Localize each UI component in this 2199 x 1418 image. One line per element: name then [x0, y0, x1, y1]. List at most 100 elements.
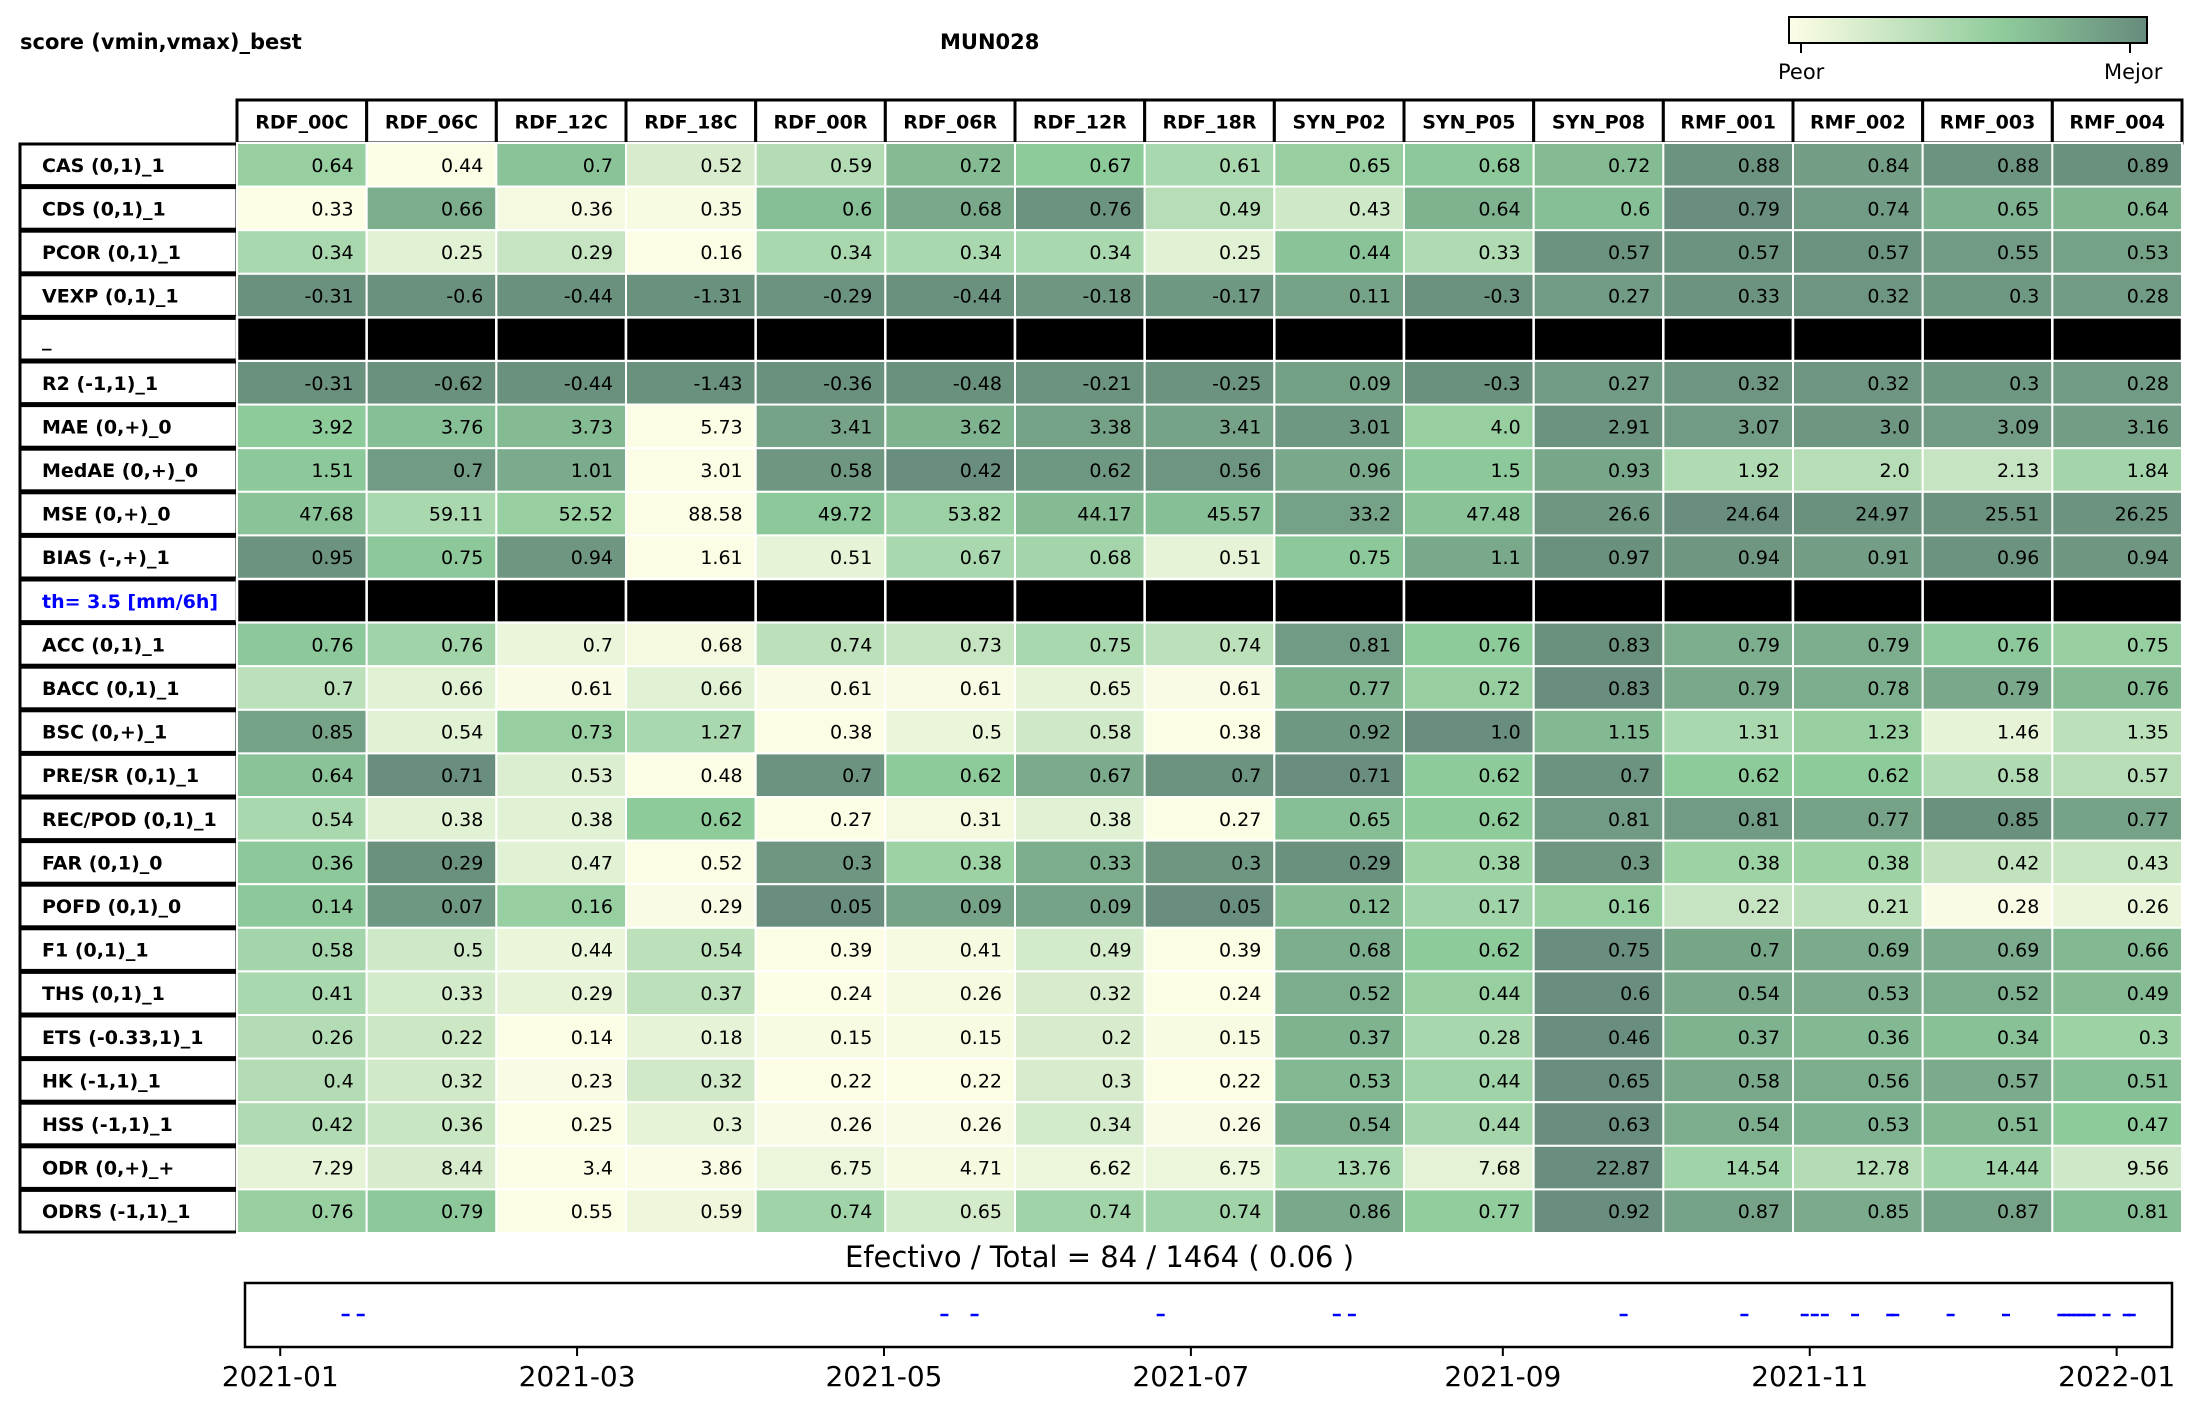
cell-value: 0.21 — [1867, 896, 1909, 918]
cell-value: 0.49 — [1089, 940, 1131, 962]
cell-value: 1.92 — [1738, 460, 1780, 482]
heatmap-cell — [625, 534, 757, 581]
heatmap-cell — [2051, 490, 2183, 537]
cell-value: 4.0 — [1490, 416, 1520, 438]
heatmap-canvas: RDF_00C RDF_06C RDF_12C RDF_18C RDF_00R RDF_0… — [18, 98, 2184, 1235]
cell-value: 0.81 — [1349, 634, 1391, 656]
heatmap-cell — [236, 447, 368, 493]
heatmap-cell — [884, 665, 1016, 711]
cell-value: 0.57 — [1738, 242, 1780, 264]
cell-value: 0.75 — [1089, 634, 1131, 656]
row-label-box — [18, 622, 239, 667]
heatmap-cell — [2051, 272, 2183, 319]
heatmap-cell — [236, 1188, 368, 1235]
separator-cell — [1532, 577, 1665, 624]
heatmap-cell — [754, 360, 887, 406]
column-header-rdf_18c: RDF_18C — [644, 112, 737, 134]
heatmap-cell — [2051, 1188, 2183, 1235]
heatmap-cell — [1014, 1144, 1146, 1191]
cell-value: 0.09 — [1349, 373, 1391, 395]
cell-value: 0.24 — [830, 983, 872, 1005]
heatmap-cell — [2051, 796, 2183, 842]
cell-value: 0.78 — [1867, 678, 1909, 700]
heatmap-cell — [1532, 185, 1665, 232]
heatmap-cell — [495, 665, 628, 711]
cell-value: 3.09 — [1997, 416, 2039, 438]
cell-value: 0.34 — [311, 242, 353, 264]
heatmap-cell — [1014, 1188, 1146, 1235]
heatmap-cell — [365, 970, 498, 1017]
cell-value: 0.07 — [441, 896, 483, 918]
heatmap-cell — [1921, 272, 2054, 319]
cell-value: 0.74 — [1089, 1201, 1131, 1223]
cell-value: 6.75 — [830, 1158, 872, 1180]
heatmap-cell — [2051, 360, 2183, 406]
cell-value: 0.32 — [700, 1070, 742, 1092]
cell-value: 0.09 — [1089, 896, 1131, 918]
row-label-box — [18, 142, 239, 188]
separator-cell — [1402, 577, 1535, 624]
heatmap-cell — [884, 708, 1016, 755]
heatmap-cell — [754, 621, 887, 668]
heatmap-cell — [2051, 883, 2183, 929]
cell-value: 0.53 — [1867, 1114, 1909, 1136]
heatmap-cell — [1143, 403, 1276, 450]
heatmap-cell — [1143, 970, 1276, 1017]
section-label: th= 3.5 [mm/6h] — [42, 591, 218, 613]
cell-value: 0.3 — [712, 1114, 742, 1136]
effective-total-summary: Efectivo / Total = 84 / 1464 ( 0.06 ) — [844, 1240, 1355, 1274]
cell-value: 0.76 — [311, 634, 353, 656]
row-label-box — [18, 665, 239, 711]
cell-value: 0.64 — [311, 155, 353, 177]
cell-value: 7.68 — [1478, 1158, 1520, 1180]
heatmap-cell — [1273, 708, 1406, 755]
separator-cell — [1662, 577, 1795, 624]
heatmap-cell — [1532, 752, 1665, 799]
cell-value: 3.62 — [960, 416, 1002, 438]
cell-value: 0.32 — [1738, 373, 1780, 395]
heatmap-cell — [884, 883, 1016, 929]
heatmap-cell — [236, 403, 368, 450]
cell-value: 0.38 — [960, 852, 1002, 874]
cell-value: 0.61 — [830, 678, 872, 700]
heatmap-cell — [1014, 229, 1146, 275]
row-label-box — [18, 970, 239, 1016]
colorbar-tick-low — [1800, 44, 1802, 53]
cell-value: 0.92 — [1608, 1201, 1650, 1223]
heatmap-cell — [1921, 185, 2054, 232]
cell-value: 0.33 — [311, 198, 353, 220]
cell-value: 0.54 — [1738, 1114, 1780, 1136]
cell-value: 0.34 — [1089, 242, 1131, 264]
cell-value: 0.7 — [842, 765, 872, 787]
heatmap-cell — [1143, 272, 1276, 319]
cell-value: 0.41 — [960, 940, 1002, 962]
heatmap-cell — [1014, 883, 1146, 929]
cell-value: 0.26 — [311, 1027, 353, 1049]
heatmap-cell — [236, 752, 368, 799]
cell-value: 0.09 — [960, 896, 1002, 918]
cell-value: -0.44 — [564, 373, 613, 395]
cell-value: 0.65 — [1089, 678, 1131, 700]
heatmap-cell — [365, 185, 498, 232]
cell-value: 0.91 — [1867, 547, 1909, 569]
cell-value: 0.94 — [2127, 547, 2169, 569]
cell-value: 0.68 — [1478, 155, 1520, 177]
heatmap-cell — [2051, 1101, 2183, 1147]
cell-value: 0.76 — [441, 634, 483, 656]
heatmap-cell — [884, 403, 1016, 450]
cell-value: 0.55 — [571, 1201, 613, 1223]
cell-value: 24.97 — [1855, 504, 1909, 526]
heatmap-cell — [1014, 447, 1146, 493]
column-header-rmf_002: RMF_002 — [1810, 112, 1906, 134]
row-label: HK (-1,1)_1 — [42, 1070, 161, 1092]
heatmap-cell — [625, 447, 757, 493]
heatmap-cell — [754, 490, 887, 537]
cell-value: 33.2 — [1349, 504, 1391, 526]
heatmap-cell — [495, 752, 628, 799]
heatmap-cell — [1792, 447, 1924, 493]
heatmap-cell — [1921, 708, 2054, 755]
timeline-axes-frame — [243, 1281, 2174, 1349]
cell-value: -0.62 — [434, 373, 483, 395]
cell-value: 0.74 — [830, 634, 872, 656]
cell-value: 0.72 — [1608, 155, 1650, 177]
